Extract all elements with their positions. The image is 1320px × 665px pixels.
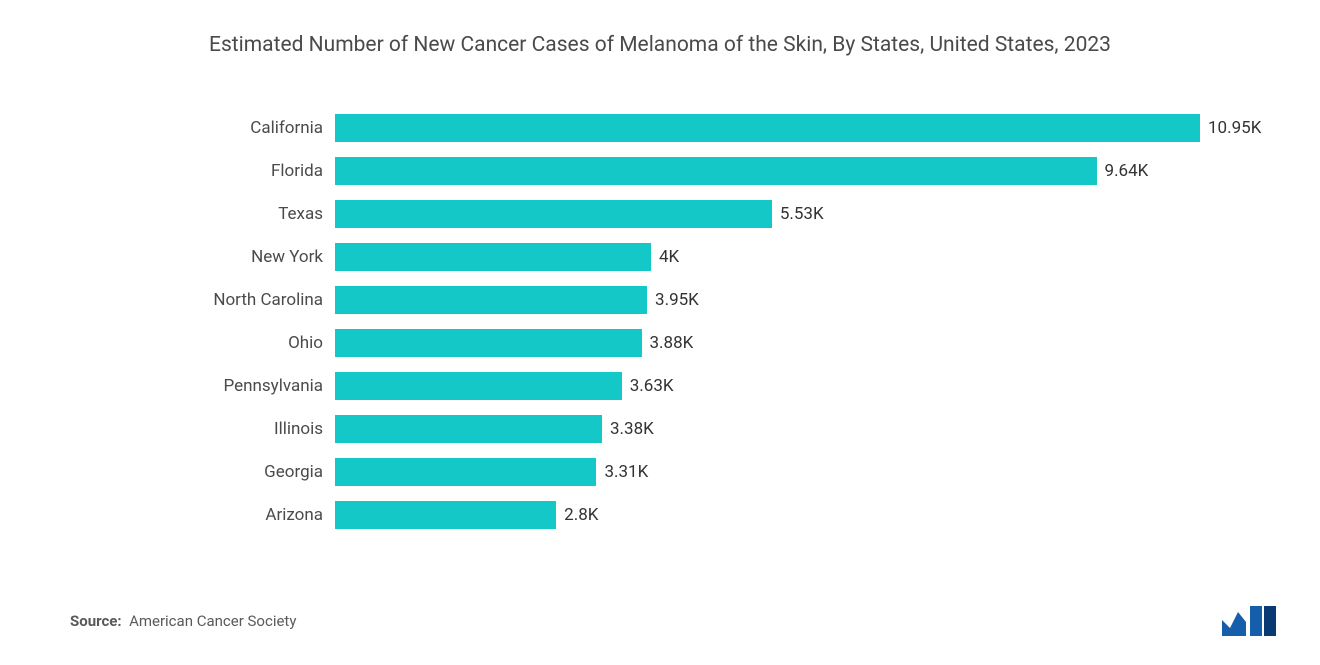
category-label: North Carolina: [110, 290, 335, 310]
chart-row: North Carolina 3.95K: [110, 279, 1210, 322]
bar-track: 9.64K: [335, 150, 1210, 193]
value-label: 3.31K: [604, 462, 648, 482]
value-label: 3.95K: [655, 290, 699, 310]
value-label: 4K: [659, 247, 679, 267]
bar-track: 5.53K: [335, 193, 1210, 236]
bar: [335, 286, 647, 314]
bar: [335, 157, 1097, 185]
category-label: California: [110, 118, 335, 138]
bar: [335, 329, 642, 357]
chart-row: California10.95K: [110, 107, 1210, 150]
chart-row: Ohio 3.88K: [110, 322, 1210, 365]
value-label: 9.64K: [1105, 161, 1149, 181]
bar-track: 2.8K: [335, 494, 1210, 537]
category-label: Texas: [110, 204, 335, 224]
value-label: 3.38K: [610, 419, 654, 439]
chart-row: Pennsylvania 3.63K: [110, 365, 1210, 408]
brand-logo: [1220, 600, 1280, 640]
chart-row: Florida 9.64K: [110, 150, 1210, 193]
source-label: Source:: [70, 612, 122, 630]
bar-track: 3.88K: [335, 322, 1210, 365]
chart-row: Illinois 3.38K: [110, 408, 1210, 451]
chart-row: Georgia 3.31K: [110, 451, 1210, 494]
chart-row: Arizona 2.8K: [110, 494, 1210, 537]
value-label: 5.53K: [780, 204, 824, 224]
bar: [335, 501, 556, 529]
value-label: 3.63K: [630, 376, 674, 396]
category-label: Illinois: [110, 419, 335, 439]
bar: [335, 243, 651, 271]
category-label: Ohio: [110, 333, 335, 353]
value-label: 3.88K: [650, 333, 694, 353]
bar-track: 4K: [335, 236, 1210, 279]
bar-track: 3.31K: [335, 451, 1210, 494]
bar: [335, 415, 602, 443]
category-label: New York: [110, 247, 335, 267]
category-label: Arizona: [110, 505, 335, 525]
bar: [335, 200, 772, 228]
bar: [335, 114, 1200, 142]
source-text: American Cancer Society: [129, 612, 296, 630]
category-label: Florida: [110, 161, 335, 181]
bar-track: 3.63K: [335, 365, 1210, 408]
category-label: Pennsylvania: [110, 376, 335, 396]
value-label: 10.95K: [1208, 118, 1261, 138]
chart-plot-area: California10.95K Florida 9.64K Texas 5.53K Ne…: [110, 107, 1210, 537]
chart-row: Texas 5.53K: [110, 193, 1210, 236]
chart-row: New York 4K: [110, 236, 1210, 279]
value-label: 2.8K: [564, 505, 598, 525]
bar-track: 10.95K: [335, 107, 1261, 150]
bar-track: 3.38K: [335, 408, 1210, 451]
bar-track: 3.95K: [335, 279, 1210, 322]
category-label: Georgia: [110, 462, 335, 482]
bar: [335, 458, 596, 486]
source-footer: Source: American Cancer Society: [70, 612, 296, 630]
bar: [335, 372, 622, 400]
chart-title: Estimated Number of New Cancer Cases of …: [135, 30, 1185, 62]
